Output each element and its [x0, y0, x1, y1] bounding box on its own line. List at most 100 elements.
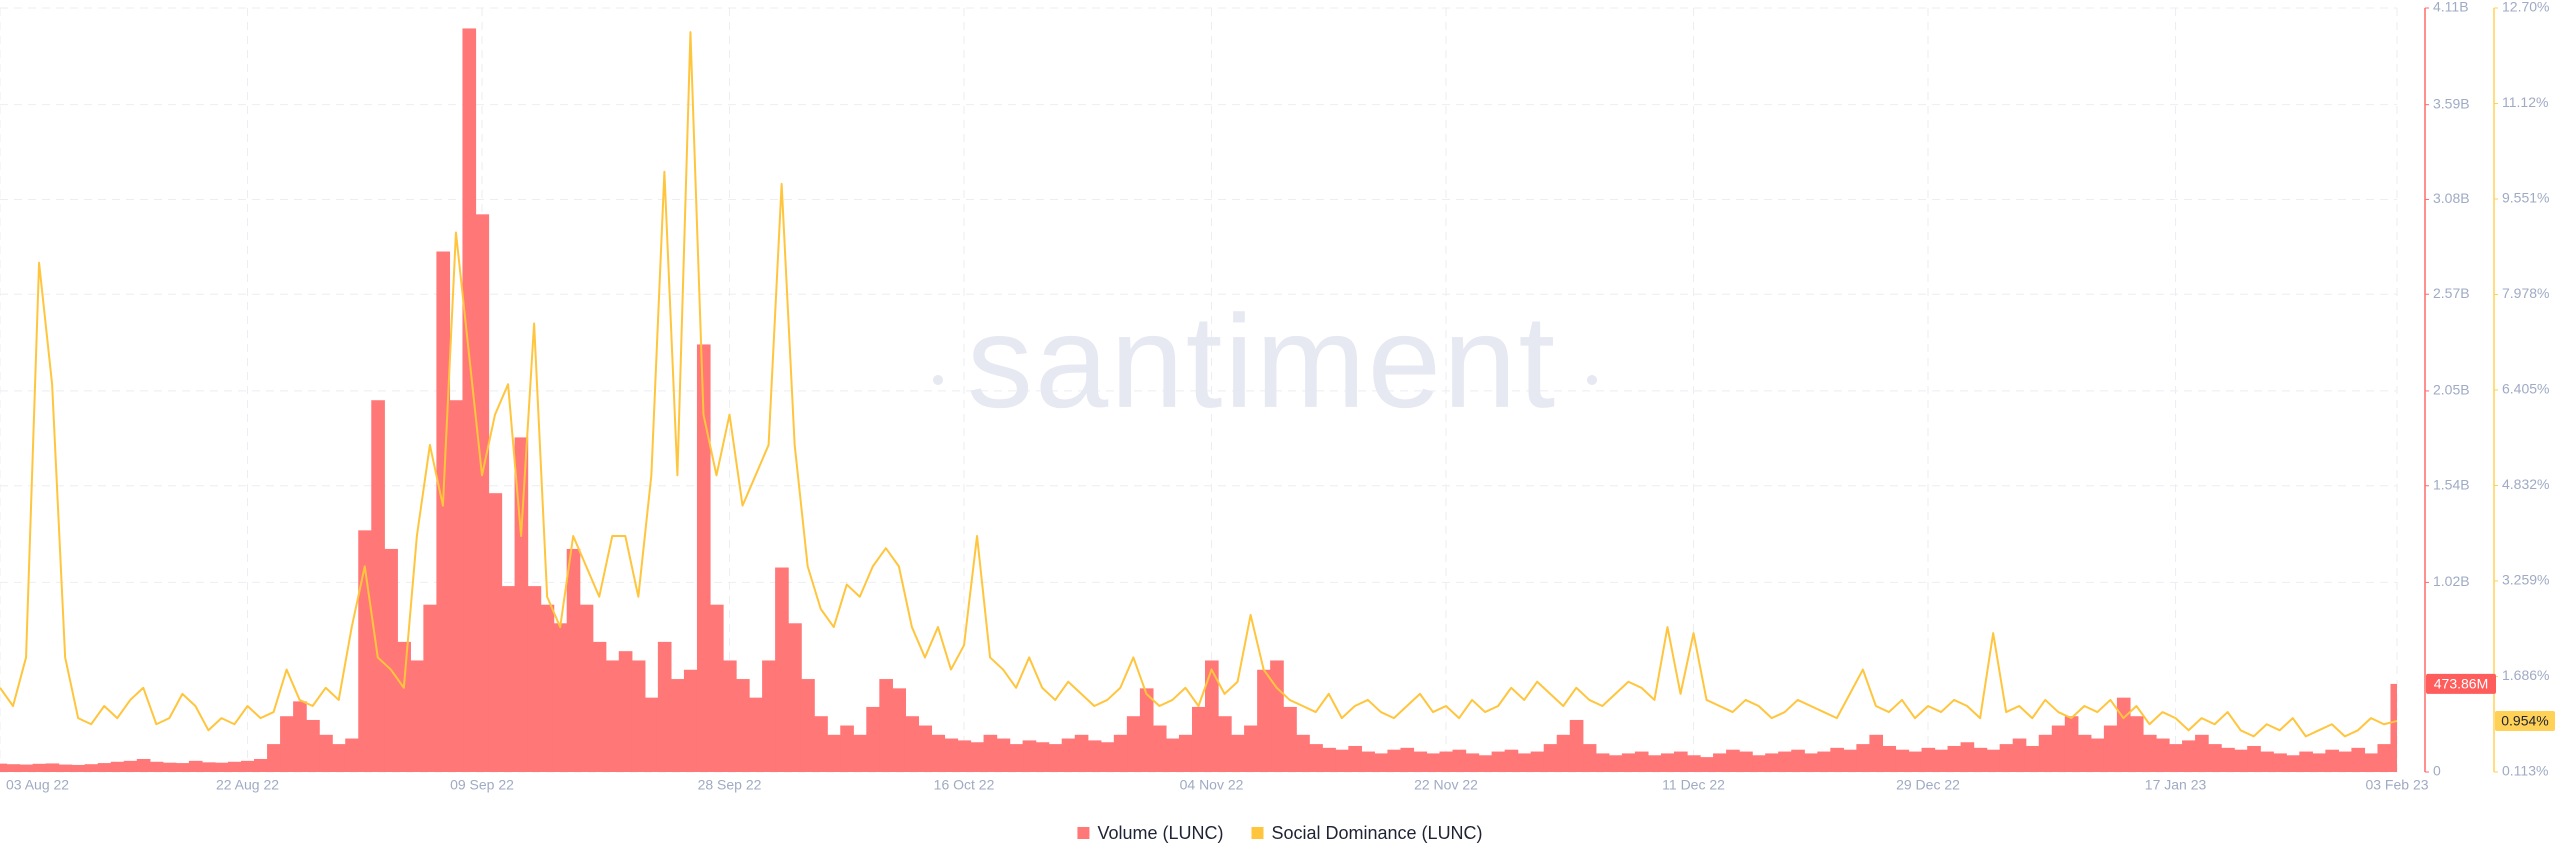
volume-bar	[1791, 749, 1805, 772]
volume-bar	[1283, 706, 1297, 772]
volume-bar	[801, 679, 815, 772]
volume-bar	[1478, 755, 1493, 772]
volume-bar	[1895, 749, 1910, 772]
volume-bar	[1022, 740, 1037, 772]
axes: 03 Aug 22 22 Aug 22 09 Sep 22 28 Sep 22 16 O…	[6, 0, 2555, 793]
volume-bar	[1673, 751, 1688, 772]
volume-bar	[1361, 751, 1375, 772]
y2-tick-label: 0.113%	[2502, 763, 2548, 779]
volume-bar	[736, 679, 750, 772]
volume-bar	[853, 734, 867, 772]
volume-bar	[592, 641, 607, 772]
volume-bar	[2390, 683, 2397, 772]
volume-bar	[45, 763, 60, 772]
volume-bar	[1556, 734, 1571, 772]
volume-bar	[2221, 747, 2235, 772]
volume-bar	[2077, 734, 2092, 772]
volume-bar	[2116, 697, 2131, 772]
volume-bar	[19, 764, 34, 772]
volume-bar	[1687, 755, 1701, 772]
volume-bar	[410, 660, 424, 772]
volume-bar	[436, 251, 451, 772]
volume-bar	[1296, 734, 1310, 772]
volume-bar	[670, 679, 685, 772]
volume-bar	[566, 548, 581, 772]
volume-bar	[175, 763, 190, 772]
volume-bar	[2012, 738, 2027, 772]
volume-bar	[1244, 725, 1258, 772]
volume-bar	[1139, 688, 1154, 772]
volume-bar	[1309, 744, 1323, 772]
volume-bar	[2090, 738, 2105, 772]
watermark-dot	[933, 375, 943, 385]
volume-bar	[1960, 742, 1975, 772]
volume-bar	[2260, 751, 2274, 772]
volume-bar	[905, 716, 920, 772]
volume-bar	[879, 679, 893, 772]
x-tick-label: 11 Dec 22	[1662, 777, 1725, 793]
plot-area	[0, 28, 2397, 772]
volume-bar	[1921, 747, 1936, 772]
volume-bar	[1530, 751, 1545, 772]
volume-bar	[2195, 734, 2209, 772]
volume-bar	[2338, 751, 2353, 772]
volume-bar	[71, 764, 86, 772]
volume-bar	[1452, 749, 1467, 772]
volume-bar	[1843, 749, 1857, 772]
volume-bar	[32, 763, 47, 772]
volume-bar	[1999, 744, 2014, 772]
volume-bar	[866, 706, 880, 772]
y2-tick-label: 12.70%	[2502, 0, 2549, 15]
legend: Volume (LUNC) Social Dominance (LUNC)	[1077, 823, 1483, 843]
volume-bar	[1491, 751, 1506, 772]
volume-bar	[1374, 753, 1388, 772]
volume-bar	[97, 763, 112, 772]
volume-bar	[1270, 660, 1284, 772]
x-tick-label: 22 Aug 22	[216, 777, 279, 793]
volume-bar	[605, 660, 620, 772]
volume-bar	[2051, 725, 2066, 772]
x-tick-label: 29 Dec 22	[1896, 777, 1960, 793]
volume-bar	[371, 400, 385, 772]
y-tick-label: 2.05B	[2433, 382, 2470, 398]
volume-bar	[110, 761, 125, 772]
volume-bar	[84, 764, 99, 772]
volume-bar	[2025, 745, 2040, 772]
volume-bar	[1400, 747, 1415, 772]
volume-bar	[1752, 755, 1766, 772]
x-tick-label: 09 Sep 22	[450, 777, 514, 793]
volume-bar	[1387, 749, 1402, 772]
volume-bar	[123, 760, 138, 772]
x-tick-label: 22 Nov 22	[1414, 777, 1478, 793]
volume-bar	[58, 764, 73, 772]
volume-bar	[944, 738, 959, 772]
volume-bar	[1739, 751, 1753, 772]
volume-bar	[514, 437, 529, 772]
volume-bar	[6, 764, 21, 772]
volume-bar	[918, 725, 933, 772]
volume-bar	[241, 760, 255, 772]
volume-bar	[814, 716, 828, 772]
y2-tick-label: 6.405%	[2502, 381, 2549, 397]
volume-bar	[527, 586, 542, 772]
x-tick-label: 16 Oct 22	[934, 777, 995, 793]
volume-bar	[1178, 734, 1193, 772]
volume-bar	[1726, 749, 1740, 772]
volume-bar	[1205, 660, 1219, 772]
volume-bar	[280, 716, 294, 772]
volume-bar	[2103, 725, 2118, 772]
y2-tick-label: 11.12%	[2502, 94, 2548, 110]
volume-bar	[384, 548, 398, 772]
volume-bar	[553, 623, 568, 772]
volume-bar	[2286, 755, 2300, 772]
volume-bar	[1765, 753, 1779, 772]
volume-bar	[2182, 740, 2196, 772]
volume-bar	[149, 761, 164, 772]
volume-bar	[501, 586, 516, 772]
legend-label: Social Dominance (LUNC)	[1271, 823, 1482, 843]
volume-bar	[1074, 734, 1089, 772]
volume-bar	[1335, 749, 1349, 772]
volume-bar	[1504, 749, 1519, 772]
volume-bar	[775, 567, 789, 772]
volume-bar	[1152, 725, 1167, 772]
